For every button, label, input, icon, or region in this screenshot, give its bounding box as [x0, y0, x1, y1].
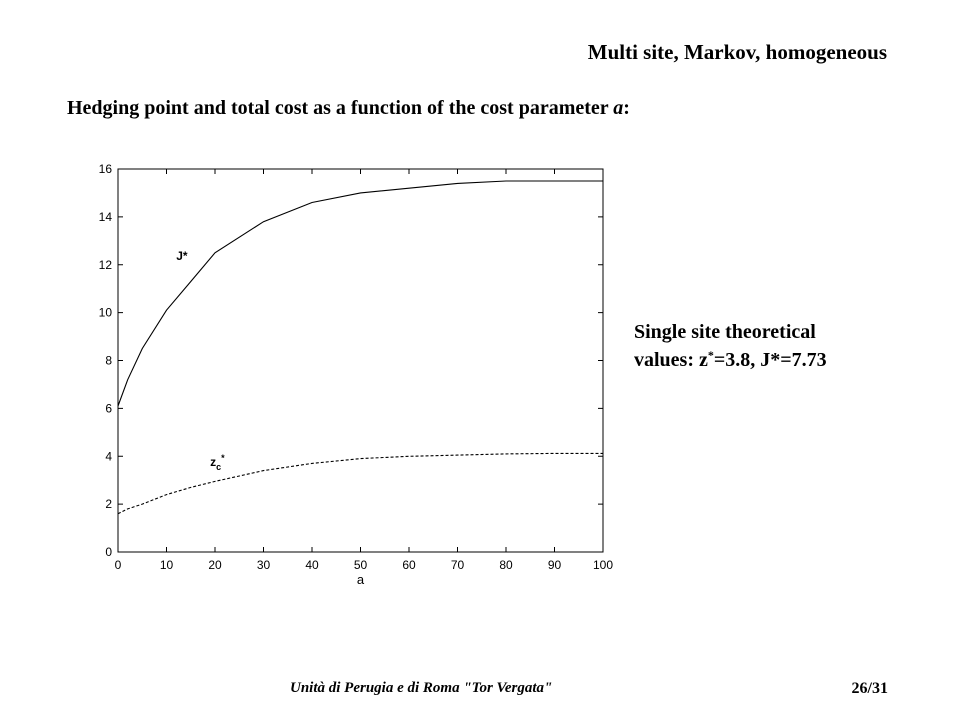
series-label-zc-star: zc*: [210, 453, 225, 472]
x-tick-label: 0: [115, 558, 122, 572]
y-tick-label: 4: [105, 449, 112, 463]
plot-frame: [117, 168, 604, 553]
page-number: 26/31: [851, 680, 888, 697]
footer-affiliation: Unità di Perugia e di Roma "Tor Vergata": [290, 680, 553, 696]
note-line-2: values: z*=3.8, J*=7.73: [634, 346, 827, 374]
x-tick-label: 90: [548, 558, 562, 572]
x-tick-label: 50: [354, 558, 368, 572]
note-values-prefix: values: z: [634, 349, 708, 371]
x-tick-label: 30: [257, 558, 271, 572]
subtitle-parameter: a: [613, 97, 624, 119]
subtitle-text: Hedging point and total cost as a functi…: [67, 97, 614, 119]
y-tick-label: 10: [99, 306, 113, 320]
x-tick-label: 70: [451, 558, 465, 572]
y-tick-label: 14: [99, 210, 113, 224]
x-axis-label: a: [357, 572, 365, 587]
x-tick-label: 10: [160, 558, 174, 572]
note-values-superscript: *: [707, 348, 714, 362]
series-label-name: J*: [176, 249, 188, 263]
series-label-name: z: [210, 455, 216, 469]
x-tick-label: 40: [305, 558, 319, 572]
series-label-j-star: J*: [176, 249, 188, 263]
y-tick-label: 12: [99, 258, 113, 272]
note-line-1: Single site theoretical: [634, 321, 816, 343]
x-tick-label: 80: [499, 558, 513, 572]
x-tick-label: 60: [402, 558, 416, 572]
y-tick-label: 0: [105, 545, 112, 559]
y-tick-label: 6: [105, 401, 112, 415]
theoretical-values-note: Single site theoretical values: z*=3.8, …: [634, 318, 827, 374]
series-line-zc-star: [117, 452, 603, 515]
series-line-j-star: [117, 180, 603, 407]
series-label-subscript: c: [216, 462, 221, 472]
y-tick-label: 2: [105, 497, 112, 511]
subtitle-colon: :: [623, 97, 630, 119]
slide-subtitle: Hedging point and total cost as a functi…: [67, 97, 630, 120]
x-tick-label: 100: [593, 558, 613, 572]
note-values-suffix: =3.8, J*=7.73: [713, 349, 827, 371]
y-tick-label: 8: [105, 354, 112, 368]
series-label-superscript: *: [221, 453, 225, 463]
cost-parameter-chart: 0 10 20 30 40 50 60 70 80 90 100 0 2 4 6 8 10 12 14 16 a J* zc…: [99, 162, 614, 587]
y-tick-label: 16: [99, 162, 113, 176]
x-tick-label: 20: [208, 558, 222, 572]
slide-header-title: Multi site, Markov, homogeneous: [587, 40, 887, 64]
